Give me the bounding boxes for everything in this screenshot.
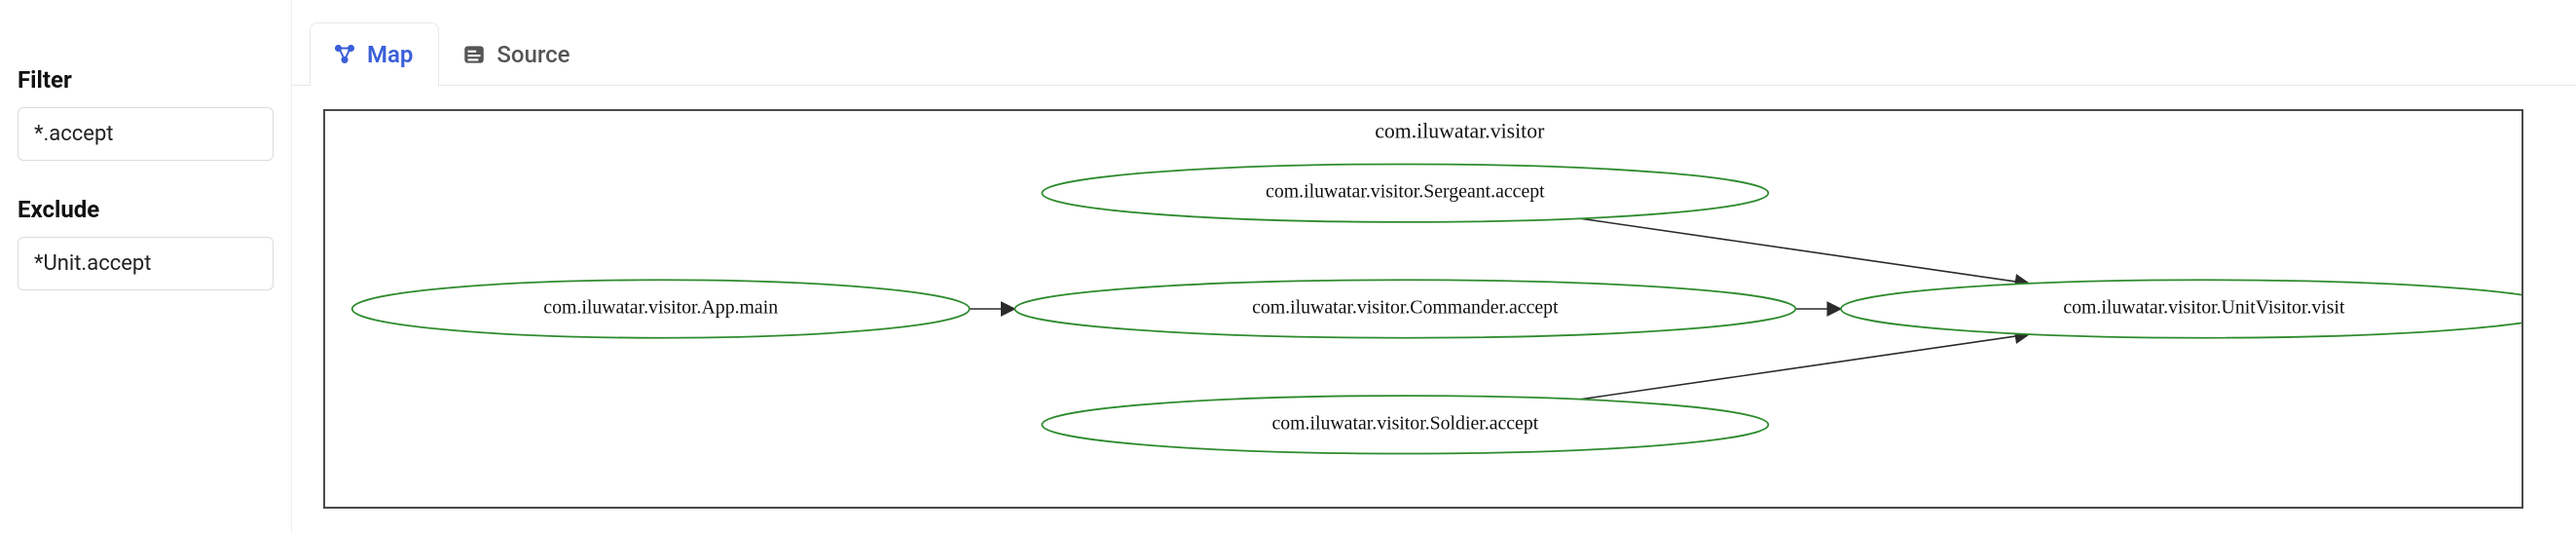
tab-map-label: Map — [367, 41, 413, 68]
main: Map Source com.iluwatar.visitorcom.iluwa… — [292, 0, 2576, 534]
diagram-title: com.iluwatar.visitor — [1375, 120, 1545, 143]
node-label-visit: com.iluwatar.visitor.UnitVisitor.visit — [2063, 297, 2345, 319]
filter-input[interactable] — [18, 107, 274, 161]
node-label-main: com.iluwatar.visitor.App.main — [543, 297, 778, 319]
page-root: Filter Exclude Map — [0, 0, 2576, 534]
map-icon — [332, 42, 357, 67]
tab-source[interactable]: Source — [439, 22, 596, 86]
tab-bar: Map Source — [292, 0, 2576, 86]
node-label-commander: com.iluwatar.visitor.Commander.accept — [1252, 297, 1559, 319]
node-commander[interactable]: com.iluwatar.visitor.Commander.accept — [1014, 280, 1795, 337]
node-label-sergeant: com.iluwatar.visitor.Sergeant.accept — [1266, 181, 1545, 203]
edge-soldier-visit — [1580, 334, 2029, 400]
filter-label: Filter — [18, 66, 274, 94]
tab-map[interactable]: Map — [310, 22, 439, 86]
node-label-soldier: com.iluwatar.visitor.Soldier.accept — [1271, 412, 1538, 434]
diagram-container: com.iluwatar.visitor com.iluwatar.visitor… — [292, 86, 2576, 534]
source-icon — [461, 42, 487, 67]
edge-sergeant-visit — [1580, 218, 2029, 284]
exclude-input[interactable] — [18, 237, 274, 290]
node-visit[interactable]: com.iluwatar.visitor.UnitVisitor.visit — [1841, 280, 2523, 337]
node-main[interactable]: com.iluwatar.visitor.App.main — [352, 280, 970, 337]
node-sergeant[interactable]: com.iluwatar.visitor.Sergeant.accept — [1042, 164, 1768, 221]
call-graph-diagram: com.iluwatar.visitor com.iluwatar.visitor… — [323, 109, 2523, 509]
exclude-label: Exclude — [18, 196, 274, 223]
tab-source-label: Source — [497, 41, 570, 68]
sidebar: Filter Exclude — [0, 0, 292, 534]
node-soldier[interactable]: com.iluwatar.visitor.Soldier.accept — [1042, 396, 1768, 453]
